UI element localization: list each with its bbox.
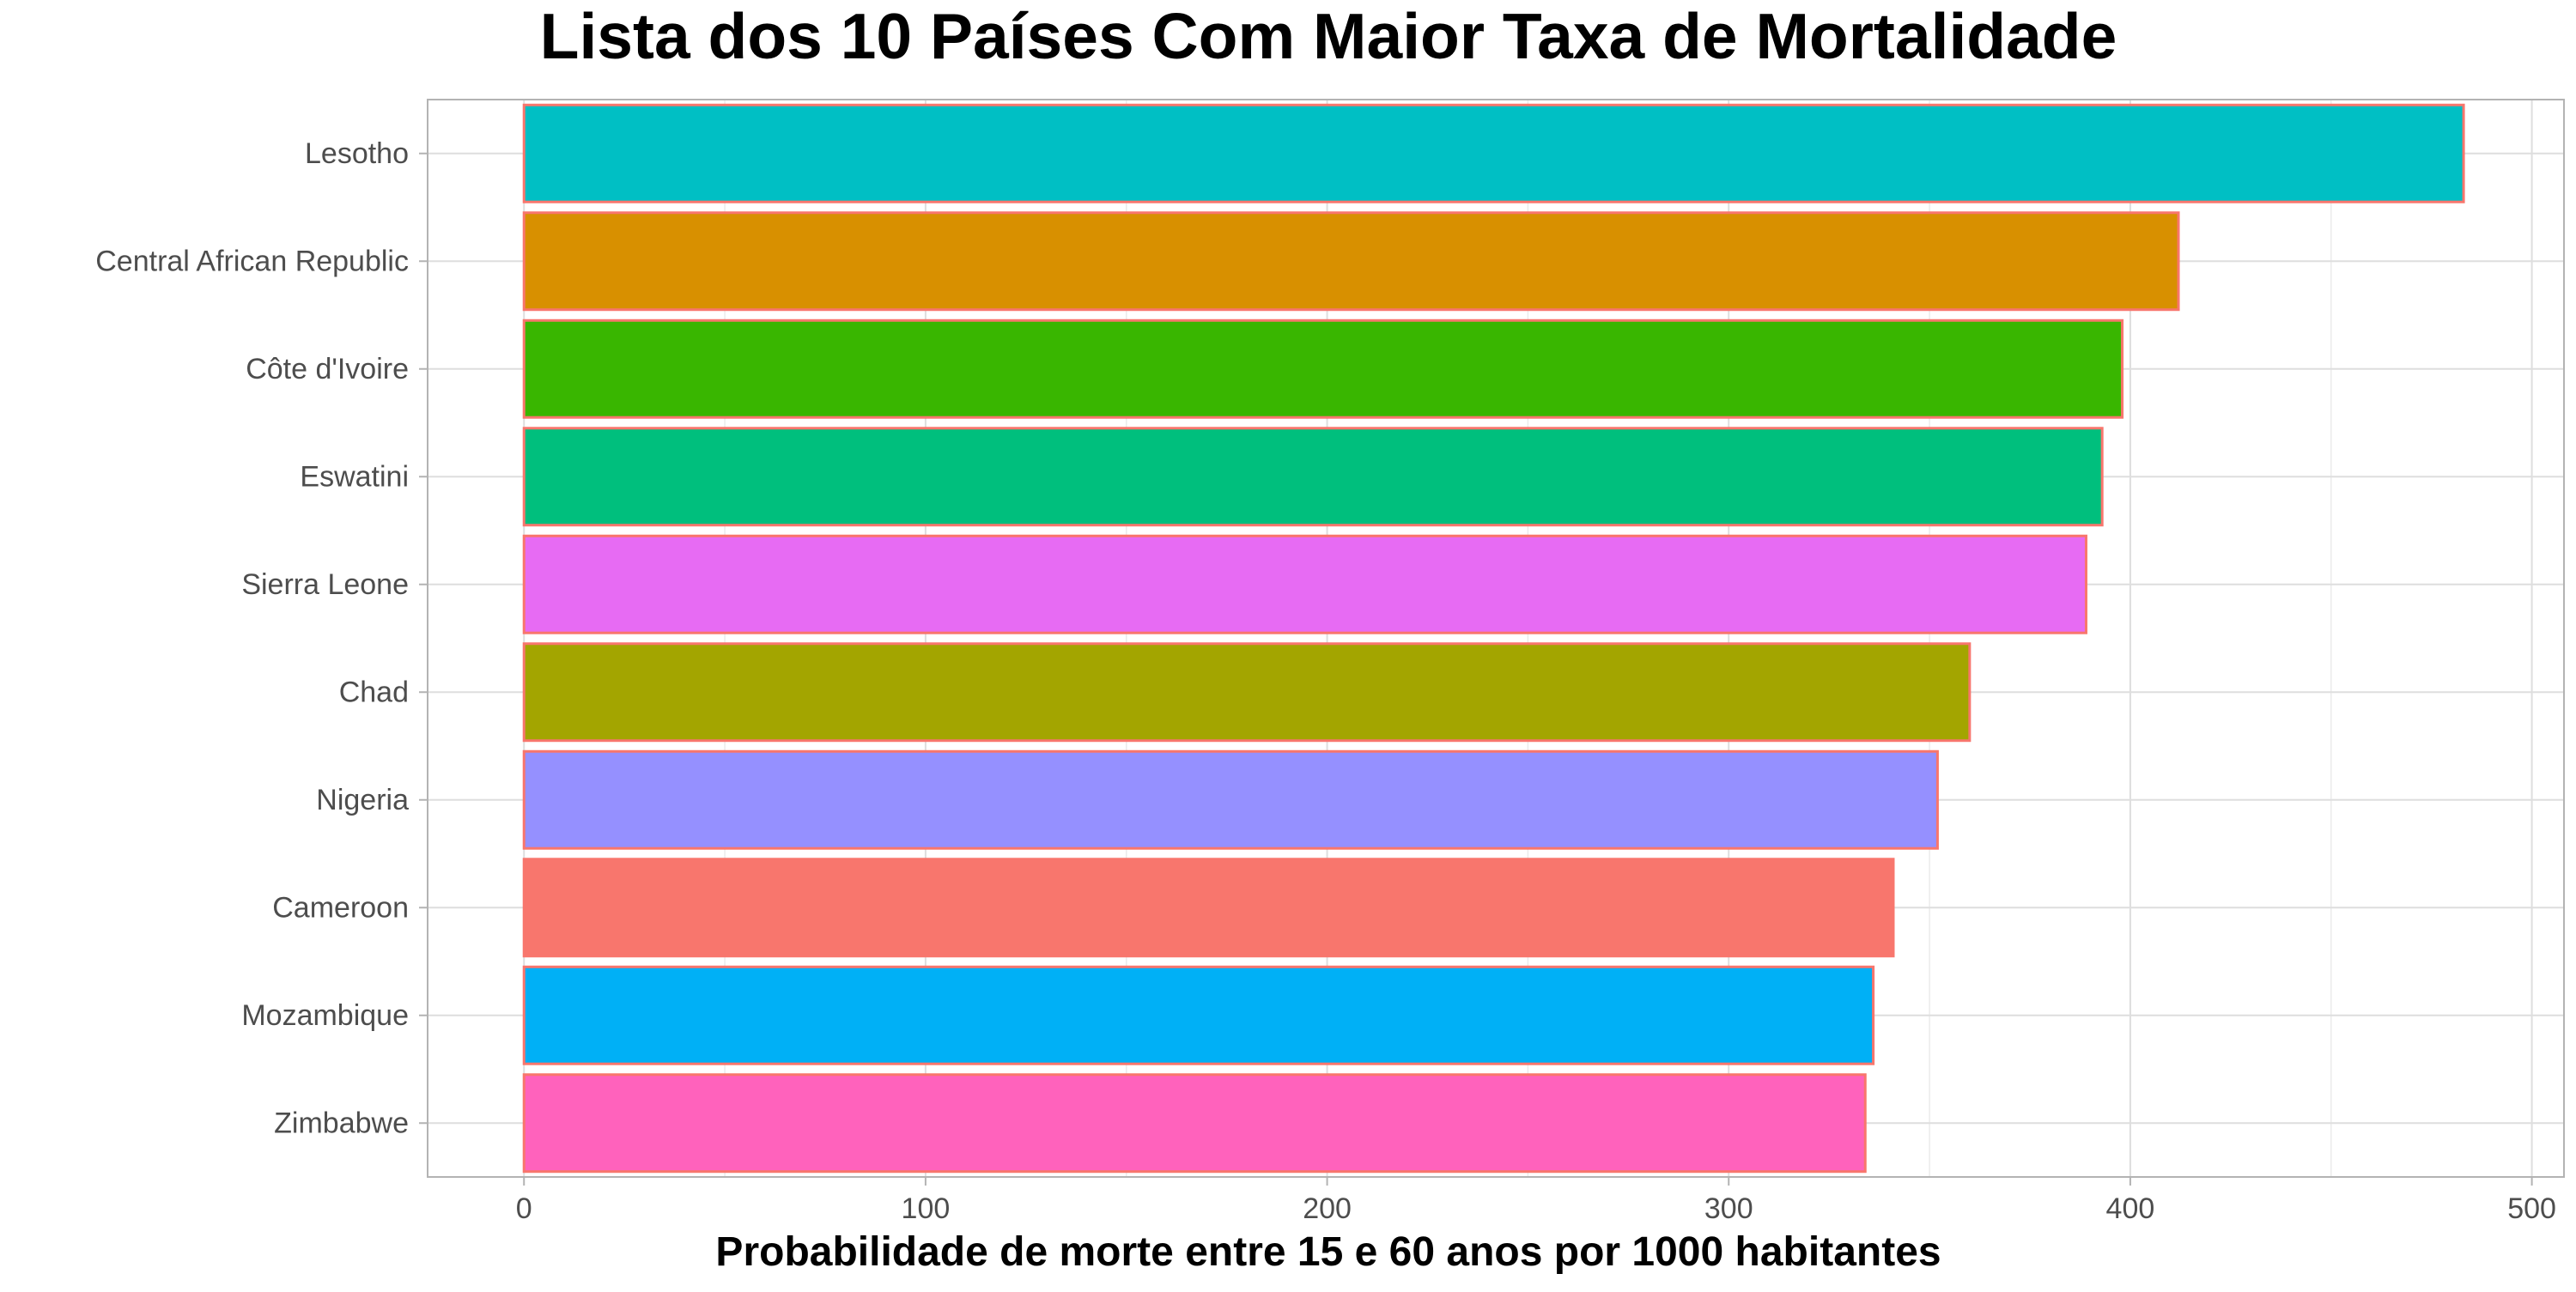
y-tick-label: Lesotho	[305, 137, 409, 170]
bar-chad	[522, 642, 1971, 743]
y-tick-label: Eswatini	[300, 460, 409, 493]
bars	[522, 103, 2465, 1174]
bar-c-te-d-ivoire	[522, 318, 2124, 419]
bar-sierra-leone	[522, 534, 2087, 634]
x-axis-title: Probabilidade de morte entre 15 e 60 ano…	[715, 1229, 1941, 1275]
chart-title: Lista dos 10 Países Com Maior Taxa de Mo…	[540, 0, 2117, 72]
x-tick-label: 0	[516, 1192, 532, 1225]
y-tick-label: Sierra Leone	[241, 568, 409, 601]
x-tick-label: 300	[1704, 1192, 1753, 1225]
x-tick-label: 200	[1303, 1192, 1352, 1225]
bar-central-african-republic	[522, 211, 2180, 312]
y-tick-label: Nigeria	[316, 784, 409, 816]
panel-border	[427, 99, 2565, 1178]
y-tick-label: Cameroon	[272, 891, 409, 924]
y-tick-label: Côte d'Ivoire	[246, 353, 409, 385]
bar-eswatini	[522, 427, 2104, 527]
x-axis: 0 100 200 300 400 500	[516, 1177, 2556, 1225]
y-tick-label: Chad	[339, 676, 409, 708]
x-tick-label: 100	[902, 1192, 951, 1225]
bar-cameroon	[522, 858, 1895, 958]
y-axis: Lesotho Central African Republic Côte d'Iv…	[95, 137, 428, 1139]
y-tick-label: Central African Republic	[95, 245, 409, 277]
bar-nigeria	[522, 749, 1939, 850]
y-tick-label: Mozambique	[241, 999, 409, 1032]
x-tick-label: 500	[2507, 1192, 2556, 1225]
bar-zimbabwe	[522, 1073, 1867, 1174]
y-tick-label: Zimbabwe	[274, 1107, 409, 1139]
x-tick-label: 400	[2106, 1192, 2155, 1225]
bar-mozambique	[522, 965, 1875, 1065]
bar-lesotho	[522, 103, 2465, 203]
